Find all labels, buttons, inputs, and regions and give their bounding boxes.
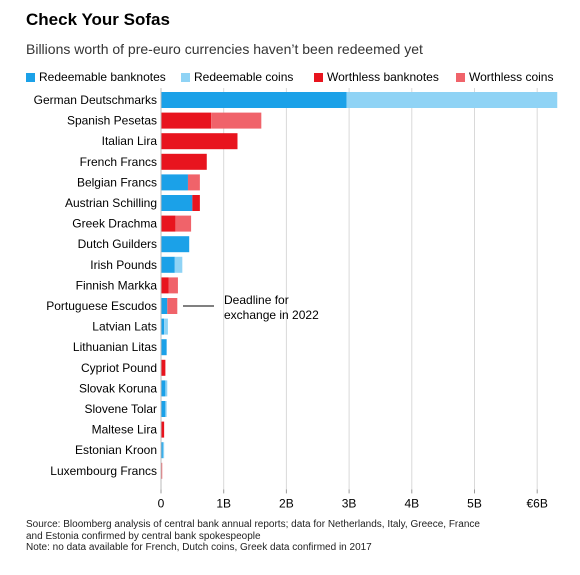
bar-segment — [168, 277, 178, 294]
bar-segment — [161, 421, 165, 438]
category-label: Lithuanian Litas — [73, 340, 157, 354]
category-label: German Deutschmarks — [34, 93, 157, 107]
legend-label: Worthless banknotes — [327, 70, 439, 84]
tick-label: 4B — [404, 496, 419, 510]
legend-item-redeemable-banknotes: Redeemable banknotes — [26, 69, 166, 85]
category-label: Cypriot Pound — [81, 361, 157, 375]
tick-label: 2B — [279, 496, 294, 510]
bar-segment — [164, 318, 168, 335]
note-line: Note: no data available for French, Dutc… — [26, 542, 372, 553]
annotation-text: exchange in 2022 — [224, 308, 319, 322]
bar-segment — [161, 256, 175, 273]
category-label: Latvian Lats — [92, 320, 157, 334]
bar-segment — [161, 153, 207, 170]
legend-item-redeemable-coins: Redeemable coins — [181, 69, 293, 85]
annotation-text: Deadline for — [224, 293, 289, 307]
category-label: French Francs — [80, 155, 157, 169]
source-line-1: Source: Bloomberg analysis of central ba… — [26, 519, 480, 530]
category-label: Slovak Koruna — [79, 381, 157, 395]
bar-segment — [174, 256, 183, 273]
legend-label: Redeemable banknotes — [39, 70, 166, 84]
category-label: Slovene Tolar — [85, 402, 158, 416]
bar-segment — [346, 92, 558, 108]
legend-swatch — [26, 73, 35, 82]
bar-segment — [161, 380, 166, 397]
chart-subtitle: Billions worth of pre-euro currencies ha… — [26, 41, 423, 57]
bar-segment — [161, 112, 212, 129]
legend-swatch — [181, 73, 190, 82]
bar-segment — [161, 215, 176, 232]
bar-segment — [161, 298, 168, 314]
category-label: Austrian Schilling — [65, 196, 157, 210]
bar-segment — [161, 462, 163, 479]
legend-item-worthless-coins: Worthless coins — [456, 69, 553, 85]
bar-segment — [161, 92, 347, 108]
category-label: Irish Pounds — [90, 258, 157, 272]
bar-segment — [161, 133, 238, 150]
bar-segment — [175, 215, 192, 232]
category-label: Italian Lira — [102, 134, 158, 148]
source-line-2: and Estonia confirmed by central bank sp… — [26, 530, 261, 542]
tick-label: 3B — [342, 496, 357, 510]
bar-segment — [161, 318, 165, 335]
legend-swatch — [314, 73, 323, 82]
category-label: Spanish Pesetas — [67, 114, 157, 128]
tick-label: 0 — [158, 496, 165, 510]
legend-label: Redeemable coins — [194, 70, 294, 84]
bar-segment — [161, 174, 188, 191]
tick-label: €6B — [527, 496, 548, 510]
bar-segment — [211, 112, 262, 129]
bar-segment — [161, 195, 193, 211]
category-label: Estonian Kroon — [75, 443, 157, 457]
legend-label: Worthless coins — [469, 70, 554, 84]
bar-segment — [161, 277, 169, 294]
category-label: Portuguese Escudos — [46, 299, 157, 313]
tick-label: 1B — [216, 496, 231, 510]
bar-segment — [165, 401, 167, 417]
bar-segment — [162, 442, 165, 459]
bar-segment — [161, 359, 166, 376]
bar-segment — [167, 298, 178, 314]
bar-chart: German Deutschmarks Spanish Pesetas Italia… — [34, 88, 558, 510]
chart-notes: Source: Bloomberg analysis of central ba… — [26, 519, 480, 554]
category-label: Finnish Markka — [76, 278, 158, 292]
category-label: Maltese Lira — [92, 423, 158, 437]
bar-segment — [161, 236, 190, 253]
chart-title: Check Your Sofas — [26, 10, 170, 29]
category-label: Belgian Francs — [77, 175, 157, 189]
bar-segment — [161, 401, 166, 417]
bar-segment — [187, 174, 200, 191]
category-label: Greek Drachma — [72, 217, 157, 231]
legend-swatch — [456, 73, 465, 82]
bar-segment — [192, 195, 200, 211]
bar-segment — [161, 442, 163, 459]
category-label: Luxembourg Francs — [50, 464, 157, 478]
bar-segment — [165, 380, 168, 397]
legend-item-worthless-banknotes: Worthless banknotes — [314, 69, 439, 85]
category-label: Dutch Guilders — [78, 237, 157, 251]
bar-segment — [161, 339, 167, 356]
tick-label: 5B — [467, 496, 482, 510]
